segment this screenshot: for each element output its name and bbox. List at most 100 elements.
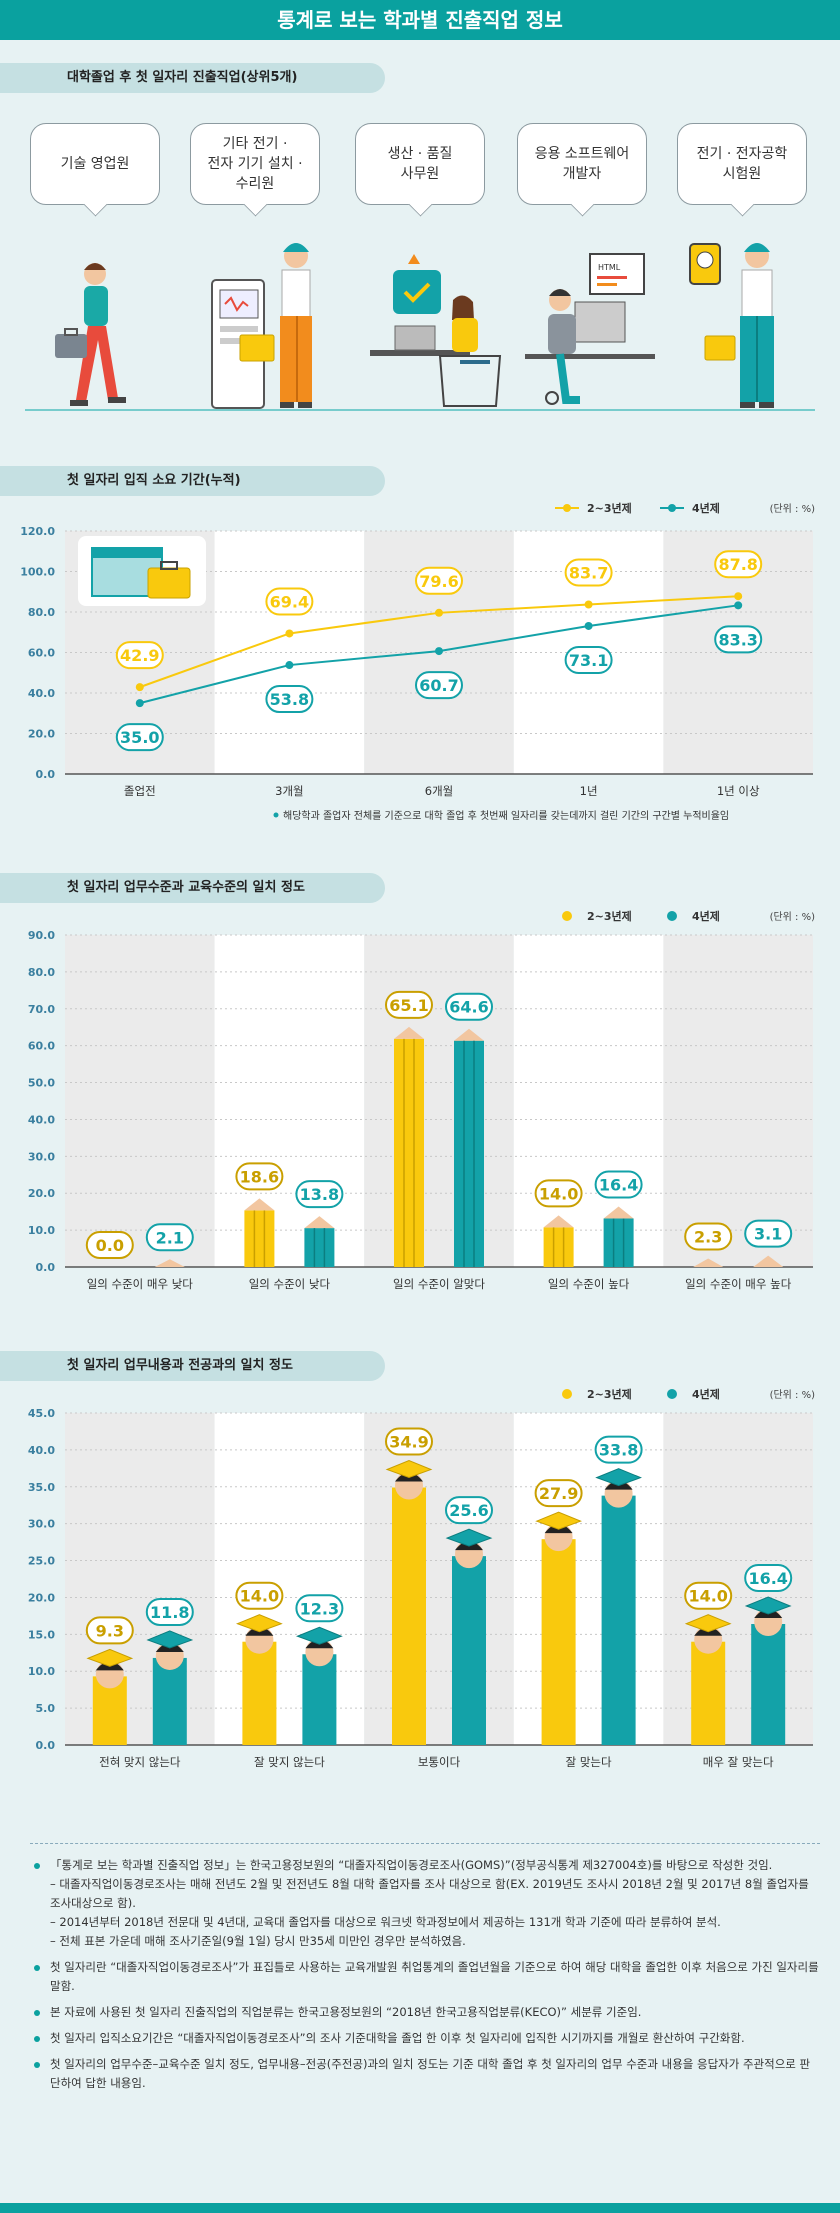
value-label-box bbox=[564, 645, 613, 674]
graduate-cap bbox=[684, 1614, 732, 1633]
data-label: 35.0 bbox=[120, 728, 159, 747]
unit-label: (단위 : %) bbox=[770, 1388, 816, 1401]
y-tick-label: 60.0 bbox=[28, 1040, 55, 1053]
y-tick-label: 70.0 bbox=[28, 1003, 55, 1016]
value-label-box bbox=[385, 1427, 433, 1456]
footnote-text: 「통계로 보는 학과별 진출직업 정보」는 한국고용정보원의 “대졸자직업이동경… bbox=[50, 1858, 773, 1872]
footer-bar bbox=[0, 2203, 840, 2213]
graduate-cap bbox=[744, 1596, 792, 1615]
unit-label: (단위 : %) bbox=[770, 910, 816, 923]
y-tick-label: 0.0 bbox=[36, 768, 56, 781]
y-tick-label: 30.0 bbox=[28, 1518, 55, 1531]
y-tick-label: 90.0 bbox=[28, 929, 55, 942]
job-label-line: 개발자 bbox=[562, 166, 602, 182]
chart-column-bg bbox=[513, 1413, 664, 1745]
value-label-box bbox=[145, 1223, 194, 1252]
y-tick-label: 15.0 bbox=[28, 1628, 55, 1641]
value-label-box bbox=[115, 641, 164, 670]
x-tick-label: 전혀 맞지 않는다 bbox=[99, 1755, 181, 1769]
data-point bbox=[285, 629, 294, 638]
y-tick-label: 35.0 bbox=[28, 1481, 55, 1494]
bar-tip bbox=[154, 1259, 185, 1267]
value-label-box bbox=[684, 1222, 733, 1251]
x-tick-label: 보통이다 bbox=[418, 1755, 461, 1769]
y-tick-label: 10.0 bbox=[28, 1224, 55, 1237]
data-label: 65.1 bbox=[389, 996, 428, 1015]
bar-tip bbox=[753, 1255, 784, 1267]
value-label-box bbox=[235, 1581, 284, 1610]
data-label: 14.0 bbox=[688, 1587, 727, 1606]
job-label-2: 기타 전기 · 전자 기기 설치 · 수리원 bbox=[207, 134, 302, 195]
bar bbox=[152, 1657, 187, 1745]
data-label: 42.9 bbox=[120, 646, 159, 665]
legend-marker bbox=[667, 911, 677, 921]
developer-illustration: HTML bbox=[525, 253, 655, 405]
data-label: 25.6 bbox=[449, 1501, 488, 1520]
y-tick-label: 120.0 bbox=[20, 525, 55, 538]
y-tick-label: 20.0 bbox=[28, 728, 55, 741]
data-label: 0.0 bbox=[96, 1236, 124, 1255]
chart-column-bg bbox=[214, 935, 365, 1267]
y-tick-label: 45.0 bbox=[28, 1407, 55, 1420]
office-worker-illustration bbox=[370, 254, 502, 407]
graduate-cap bbox=[595, 1468, 642, 1487]
section4-title: 첫 일자리 업무내용과 전공과의 일치 정도 bbox=[0, 1351, 385, 1381]
value-label-box bbox=[385, 990, 433, 1019]
svg-text:HTML: HTML bbox=[598, 263, 621, 272]
legend-label-1: 2~3년제 bbox=[587, 501, 632, 515]
data-label: 60.7 bbox=[419, 676, 458, 695]
x-tick-label: 일의 수준이 매우 낮다 bbox=[87, 1277, 194, 1291]
job-bubble-1: 기술 영업원 bbox=[30, 123, 160, 205]
value-label-box bbox=[684, 1581, 733, 1610]
job-label-line: 수리원 bbox=[235, 176, 275, 193]
graduate-cap bbox=[86, 1648, 134, 1667]
data-label: 12.3 bbox=[300, 1599, 339, 1618]
legend-marker bbox=[563, 504, 571, 512]
value-label-box bbox=[564, 558, 613, 587]
value-label-box bbox=[295, 1594, 344, 1623]
x-tick-label: 6개월 bbox=[425, 784, 453, 798]
bar-tip bbox=[304, 1216, 335, 1229]
data-label: 87.8 bbox=[718, 555, 757, 574]
education-level-bar-chart: 2~3년제 4년제 (단위 : %) 0.0 10.0 20.0 30.0 40.0 50.0 6… bbox=[28, 909, 816, 1291]
job-bubble-2: 기타 전기 · 전자 기기 설치 · 수리원 bbox=[190, 123, 320, 205]
section3-title: 첫 일자리 업무수준과 교육수준의 일치 정도 bbox=[0, 873, 385, 903]
y-tick-label: 100.0 bbox=[20, 566, 55, 579]
bar bbox=[302, 1654, 337, 1745]
value-label-box bbox=[714, 550, 763, 579]
y-tick-label: 80.0 bbox=[28, 606, 55, 619]
data-label: 33.8 bbox=[599, 1441, 638, 1460]
chart-column-bg bbox=[364, 1413, 514, 1745]
value-label-box bbox=[115, 723, 164, 752]
bar bbox=[691, 1641, 726, 1745]
value-label-box bbox=[145, 1597, 194, 1626]
footnote-text: 첫 일자리 입직소요기간은 “대졸자직업이동경로조사”의 조사 기준대학을 졸업… bbox=[50, 2030, 745, 2045]
legend-marker bbox=[562, 1389, 572, 1399]
graduate-cap bbox=[445, 1528, 493, 1547]
y-tick-label: 20.0 bbox=[28, 1591, 55, 1604]
chart-column-bg bbox=[214, 1413, 365, 1745]
footnote-subitem: – 대졸자직업이동경로조사는 매해 전년도 2월 및 전전년도 8월 대학 졸업… bbox=[50, 1876, 809, 1910]
data-point bbox=[285, 661, 294, 670]
legend-label-2: 4년제 bbox=[692, 501, 720, 515]
salesman-illustration bbox=[55, 263, 126, 406]
y-tick-label: 50.0 bbox=[28, 1077, 55, 1090]
technician-illustration bbox=[211, 243, 312, 409]
x-tick-label: 일의 수준이 낮다 bbox=[249, 1277, 331, 1291]
value-label-box bbox=[445, 1496, 493, 1525]
x-tick-label: 졸업전 bbox=[124, 784, 156, 798]
bar-tip bbox=[693, 1258, 724, 1267]
x-tick-label: 일의 수준이 높다 bbox=[548, 1277, 630, 1291]
job-label-1: 기술 영업원 bbox=[61, 154, 130, 174]
value-label-box bbox=[594, 1170, 643, 1199]
job-bubble-4: 응용 소프트웨어 개발자 bbox=[517, 123, 647, 205]
footnote-item: 첫 일자리 입직소요기간은 “대졸자직업이동경로조사”의 조사 기준대학을 졸업… bbox=[30, 2029, 820, 2048]
data-label: 83.3 bbox=[718, 630, 757, 649]
y-tick-label: 40.0 bbox=[28, 1444, 55, 1457]
data-label: 14.0 bbox=[240, 1587, 279, 1606]
job-label-4: 응용 소프트웨어 개발자 bbox=[535, 144, 630, 185]
chart-column-bg bbox=[513, 935, 664, 1267]
value-label-box bbox=[415, 671, 463, 700]
job-illustrations: HTML bbox=[25, 243, 815, 411]
x-tick-label: 잘 맞지 않는다 bbox=[254, 1755, 325, 1769]
